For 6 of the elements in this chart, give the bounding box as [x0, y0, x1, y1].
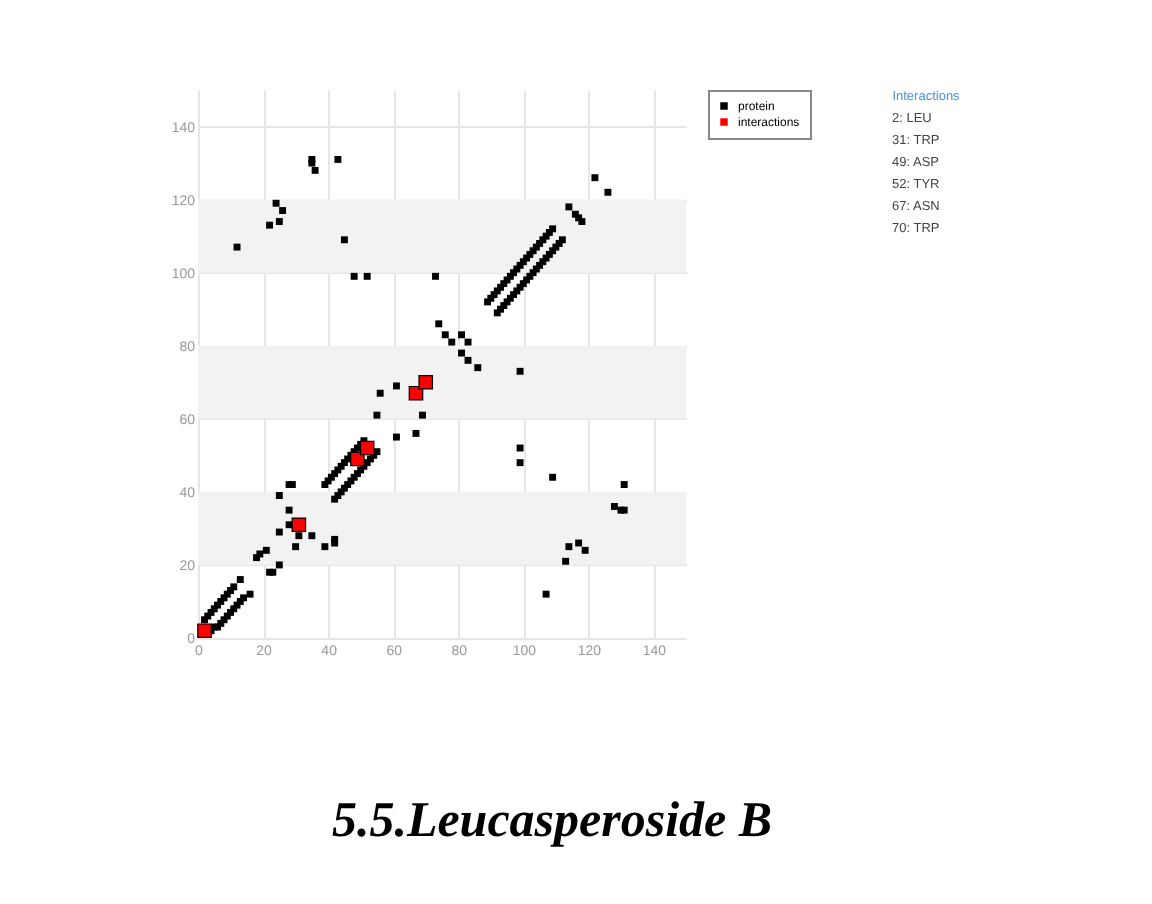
point: [418, 374, 434, 390]
point: [197, 623, 212, 638]
point: [350, 451, 365, 467]
point: [359, 440, 375, 456]
text: 5.5.Leucasperoside B: [331, 794, 773, 848]
point: [291, 517, 307, 533]
